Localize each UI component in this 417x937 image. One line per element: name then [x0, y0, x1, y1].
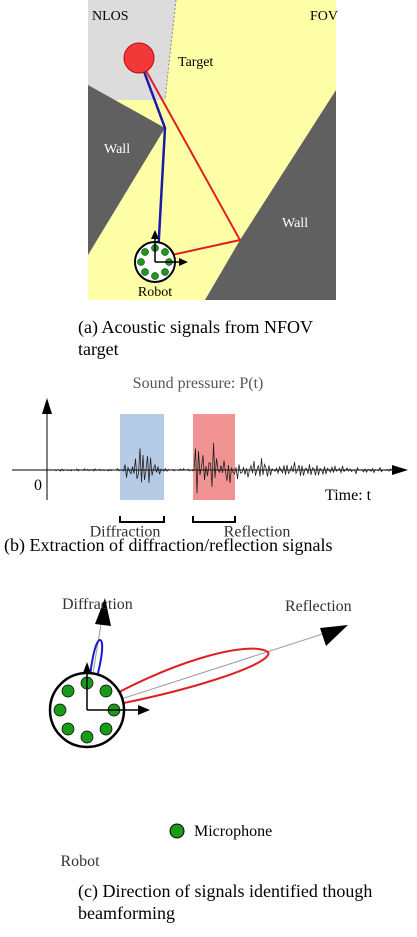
arrowhead — [320, 625, 348, 646]
label: Robot — [138, 285, 172, 300]
label: NLOS — [92, 9, 129, 24]
figure: NLOS FOV Target Wall Wall Robot Sound pr… — [0, 0, 417, 937]
label: Target — [178, 55, 213, 70]
reflection-direction — [87, 630, 335, 710]
label: 0 — [34, 477, 42, 494]
title: Sound pressure: P(t) — [133, 375, 264, 392]
label: Wall — [104, 142, 130, 157]
brackets — [120, 516, 235, 522]
diffraction-window — [120, 414, 164, 500]
legend-label: Microphone — [194, 823, 272, 840]
label: Reflection — [285, 598, 352, 615]
label: Time: t — [325, 487, 372, 504]
target — [124, 43, 154, 73]
caption: (a) Acoustic signals from NFOV target — [78, 316, 348, 360]
figure-graphics: NLOS FOV Target Wall Wall Robot Sound pr… — [0, 0, 417, 937]
label: Wall — [282, 216, 308, 231]
label: Diffraction — [62, 596, 133, 613]
caption: (c) Direction of signals identified thou… — [78, 880, 378, 924]
caption: (b) Extraction of diffraction/reflection… — [4, 534, 414, 556]
arrowhead — [83, 662, 91, 673]
arrowhead — [42, 398, 52, 414]
label: FOV — [310, 9, 338, 24]
arrowhead — [138, 705, 150, 715]
label: Robot — [60, 853, 100, 870]
legend-marker — [170, 824, 184, 838]
